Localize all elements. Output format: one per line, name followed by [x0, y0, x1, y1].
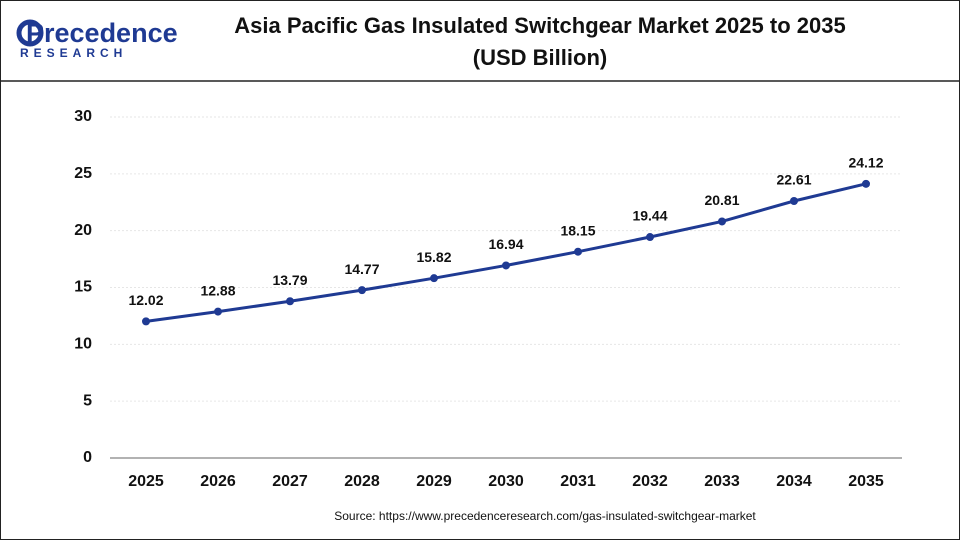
point: [646, 233, 654, 242]
y-tick-label: 20: [74, 222, 92, 239]
point: [790, 196, 798, 205]
value-label: 14.77: [344, 261, 379, 277]
value-label: 12.02: [128, 292, 163, 308]
y-tick-label: 0: [83, 449, 92, 466]
point: [574, 247, 582, 256]
logo-name: Precedence: [26, 18, 178, 48]
value-label: 24.12: [848, 155, 883, 171]
value-label: 20.81: [704, 192, 739, 208]
chart-subtitle: (USD Billion): [473, 45, 607, 70]
value-label: 18.15: [560, 222, 595, 238]
x-tick-label: 2035: [848, 473, 884, 490]
x-tick-label: 2025: [128, 473, 164, 490]
point: [502, 261, 510, 270]
x-tick-label: 2026: [200, 473, 236, 490]
point: [430, 274, 438, 283]
x-tick-label: 2028: [344, 473, 380, 490]
source: Source: https://www.precedenceresearch.c…: [334, 509, 756, 523]
value-label: 12.88: [200, 282, 235, 298]
y-tick-label: 10: [74, 336, 92, 353]
y-tick-label: 15: [74, 279, 92, 296]
x-tick-label: 2031: [560, 473, 596, 490]
point: [142, 317, 150, 326]
x-tick-label: 2034: [776, 473, 812, 490]
x-tick-label: 2032: [632, 473, 668, 490]
x-tick-label: 2030: [488, 473, 524, 490]
x-tick-label: 2029: [416, 473, 452, 490]
y-tick-label: 5: [83, 392, 92, 409]
logo: Precedence RESEARCH: [16, 18, 178, 60]
logo-icon: [16, 19, 44, 47]
x-tick-label: 2033: [704, 473, 740, 490]
x-tick-label: 2027: [272, 473, 308, 490]
chart-title: Asia Pacific Gas Insulated Switchgear Ma…: [234, 13, 845, 38]
value-label: 19.44: [632, 208, 667, 224]
logo-sub: RESEARCH: [20, 46, 127, 60]
value-label: 13.79: [272, 272, 307, 288]
y-tick-label: 30: [74, 108, 92, 125]
value-label: 15.82: [416, 249, 451, 265]
point: [214, 307, 222, 316]
point: [718, 217, 726, 226]
point: [862, 179, 870, 188]
point: [358, 286, 366, 295]
value-label: 16.94: [488, 236, 523, 252]
point: [286, 297, 294, 306]
y-tick-label: 25: [74, 165, 92, 182]
value-label: 22.61: [776, 172, 811, 188]
